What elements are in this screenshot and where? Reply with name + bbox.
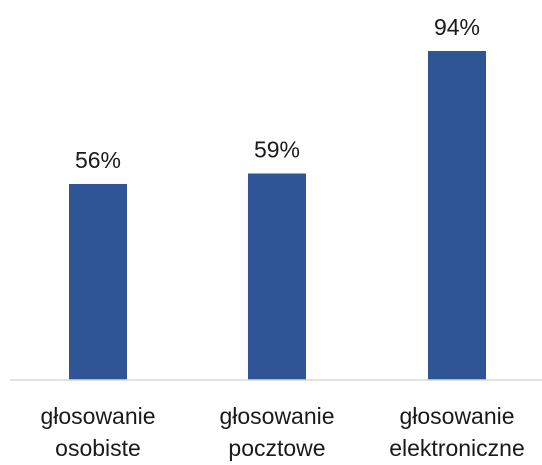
category-label-0-line-0: głosowanie — [40, 403, 155, 429]
bar-1 — [248, 173, 306, 380]
bars-group — [69, 51, 486, 380]
category-label-0-line-1: osobiste — [55, 435, 141, 461]
category-label-2-line-0: głosowanie — [399, 403, 514, 429]
bar-2 — [428, 51, 486, 380]
data-label-2: 94% — [434, 14, 480, 40]
data-label-1: 59% — [254, 137, 300, 163]
data-label-0: 56% — [75, 147, 121, 173]
category-label-1-line-1: pocztowe — [228, 435, 325, 461]
bar-0 — [69, 184, 127, 380]
category-labels-group: głosowanie osobiste głosowanie pocztowe głos… — [40, 403, 524, 461]
category-label-2-line-1: elektroniczne — [389, 435, 525, 461]
data-labels-group: 56% 59% 94% — [75, 14, 480, 173]
category-label-1-line-0: głosowanie — [219, 403, 334, 429]
